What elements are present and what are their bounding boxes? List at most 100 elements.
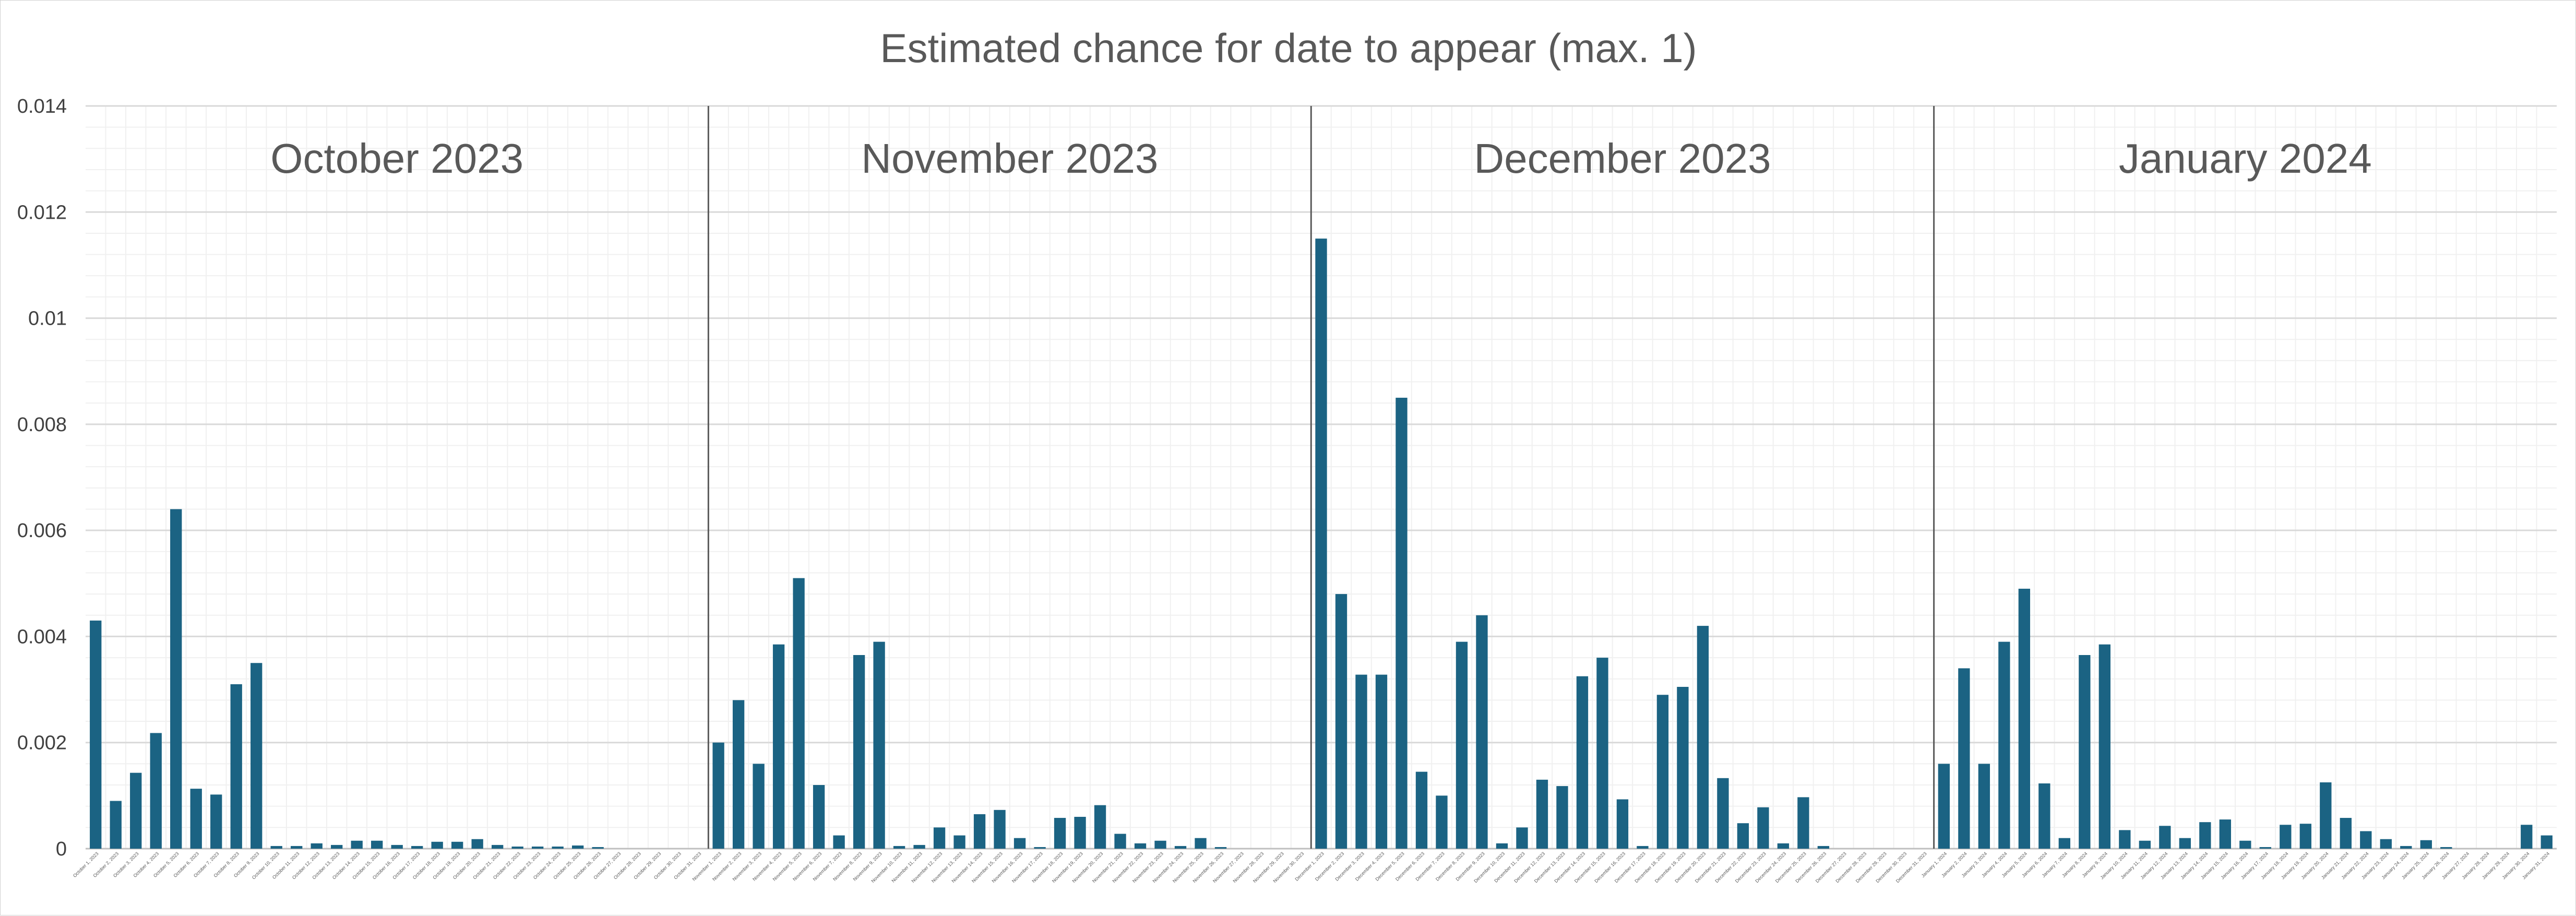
bar-january-26	[2440, 847, 2452, 849]
month-label: December 2023	[1474, 135, 1771, 182]
bar-january-15	[2219, 819, 2231, 849]
bar-november-6	[813, 785, 825, 849]
bar-december-4	[1375, 674, 1388, 849]
bar-december-15	[1596, 658, 1608, 849]
bar-january-9	[2098, 644, 2111, 849]
bar-october-23	[531, 846, 544, 849]
month-label: November 2023	[861, 135, 1158, 182]
bar-november-19	[1074, 817, 1086, 849]
bar-january-17	[2259, 847, 2271, 849]
y-tick-label: 0.008	[17, 414, 67, 436]
bar-january-8	[2079, 655, 2091, 849]
bar-january-12	[2159, 826, 2171, 849]
bar-december-7	[1436, 795, 1448, 849]
bar-december-14	[1576, 676, 1589, 849]
bar-january-6	[2038, 783, 2050, 849]
bar-october-6	[190, 789, 202, 849]
month-dividers	[707, 106, 1935, 849]
bar-november-22	[1134, 843, 1147, 849]
bar-october-8	[230, 684, 242, 849]
bar-november-16	[1013, 838, 1026, 849]
bar-january-10	[2119, 830, 2131, 849]
bar-november-7	[833, 835, 845, 849]
bar-november-24	[1174, 846, 1187, 849]
bar-december-22	[1737, 823, 1749, 849]
bar-january-25	[2420, 840, 2432, 849]
bar-november-3	[753, 764, 765, 849]
bar-december-16	[1616, 799, 1629, 849]
bar-october-19	[451, 841, 463, 849]
bar-january-2	[1958, 668, 1970, 849]
bar-december-10	[1496, 843, 1508, 849]
bar-october-5	[170, 509, 182, 849]
bar-january-23	[2380, 839, 2392, 849]
bar-october-2	[110, 801, 122, 849]
month-label: January 2024	[2119, 135, 2372, 182]
bar-october-25	[571, 845, 584, 849]
bar-october-7	[210, 794, 222, 849]
bar-january-5	[2018, 588, 2031, 849]
bar-december-17	[1637, 846, 1649, 849]
bar-december-23	[1757, 807, 1769, 849]
bar-january-21	[2340, 818, 2352, 849]
month-label: October 2023	[270, 135, 523, 182]
chart-title: Estimated chance for date to appear (max…	[880, 25, 1697, 71]
bar-december-26	[1817, 846, 1830, 849]
bar-january-18	[2280, 825, 2292, 849]
bar-november-12	[933, 827, 946, 849]
bar-november-17	[1034, 847, 1046, 849]
bar-october-9	[251, 663, 263, 849]
bar-december-25	[1797, 797, 1809, 849]
bar-october-12	[311, 843, 323, 849]
month-labels: October 2023 November 2023 December 2023 Ja…	[270, 135, 2371, 182]
bar-october-10	[270, 846, 282, 849]
bar-october-26	[592, 847, 604, 849]
y-axis-ticks: 0 0.002 0.004 0.006 0.008 0.01 0.012 0.014	[17, 96, 67, 860]
bar-december-6	[1415, 771, 1428, 849]
bar-october-4	[150, 733, 162, 849]
bar-january-1	[1938, 764, 1950, 849]
bar-january-4	[1998, 641, 2010, 849]
bar-december-3	[1355, 674, 1367, 849]
y-tick-label: 0.014	[17, 96, 67, 117]
bar-october-11	[291, 846, 303, 849]
bar-january-13	[2179, 838, 2191, 849]
bar-january-16	[2239, 840, 2251, 849]
bar-november-5	[793, 578, 805, 849]
bar-november-2	[732, 700, 745, 849]
bar-november-10	[893, 846, 905, 849]
bar-october-21	[492, 844, 504, 849]
bar-november-23	[1154, 840, 1166, 849]
bar-january-11	[2139, 840, 2151, 849]
bar-november-11	[913, 844, 925, 849]
bar-january-14	[2199, 822, 2211, 849]
bar-december-9	[1476, 615, 1488, 849]
bar-october-13	[331, 844, 343, 849]
bar-october-24	[552, 846, 564, 849]
bar-november-21	[1114, 834, 1126, 849]
y-tick-label: 0	[56, 838, 67, 860]
y-tick-label: 0.002	[17, 732, 67, 754]
bar-january-7	[2058, 838, 2071, 849]
bar-october-18	[431, 841, 443, 849]
bar-january-30	[2521, 825, 2533, 849]
bar-november-4	[772, 644, 785, 849]
bar-october-15	[371, 840, 383, 849]
bars	[90, 239, 2553, 849]
bar-october-22	[511, 846, 523, 849]
bar-january-24	[2400, 846, 2412, 849]
bar-december-12	[1536, 779, 1548, 849]
bar-november-20	[1094, 805, 1106, 849]
bar-january-3	[1978, 764, 1990, 849]
bar-november-18	[1054, 818, 1066, 849]
bar-november-25	[1195, 838, 1207, 849]
bar-december-1	[1315, 239, 1327, 849]
bar-december-19	[1677, 686, 1689, 849]
bar-october-20	[471, 839, 483, 849]
bar-october-14	[351, 840, 363, 849]
bar-december-24	[1777, 843, 1790, 849]
y-tick-label: 0.006	[17, 520, 67, 542]
bar-december-13	[1556, 786, 1568, 849]
